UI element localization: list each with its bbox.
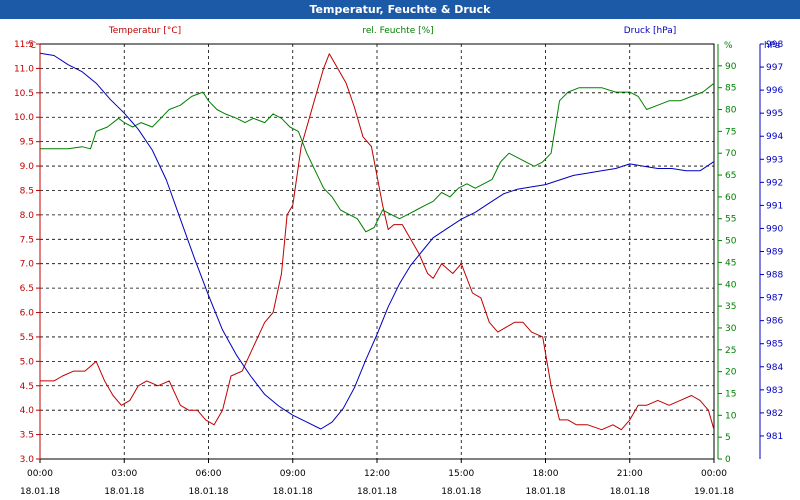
pressure-tick-label: 997 xyxy=(766,63,783,73)
humidity-tick-label: 10 xyxy=(725,411,737,421)
x-tick-time: 18:00 xyxy=(533,469,559,479)
humidity-tick-label: 45 xyxy=(725,258,736,268)
x-tick-date: 18.01.18 xyxy=(441,487,481,497)
humidity-tick-label: 70 xyxy=(725,149,737,159)
x-tick-time: 03:00 xyxy=(111,469,137,479)
tick-labels: 00:00 18.01.18 03:00 18.01.18 06:00 18.01.18 0… xyxy=(14,40,783,497)
pressure-tick-label: 982 xyxy=(766,409,783,419)
x-tick-date: 18.01.18 xyxy=(610,487,650,497)
pressure-tick-label: 987 xyxy=(766,294,783,304)
chart: Temperatur [°C] rel. Feuchte [%] Druck [… xyxy=(14,26,783,497)
humidity-series-line xyxy=(40,82,715,233)
humidity-tick-label: 40 xyxy=(725,280,737,290)
window-title: Temperatur, Feuchte & Druck xyxy=(0,0,800,19)
x-tick-date: 18.01.18 xyxy=(20,487,60,497)
temperature-tick-label: 9.5 xyxy=(20,138,34,148)
humidity-tick-label: 80 xyxy=(725,106,737,116)
pressure-tick-label: 984 xyxy=(766,363,783,373)
temperature-tick-label: 4.0 xyxy=(20,406,35,416)
humidity-tick-label: 55 xyxy=(725,215,736,225)
temperature-tick-label: 7.0 xyxy=(20,260,35,270)
x-tick-time: 00:00 xyxy=(701,469,727,479)
humidity-axis-label: rel. Feuchte [%] xyxy=(362,26,433,36)
x-tick-date: 18.01.18 xyxy=(104,487,144,497)
x-tick-date: 19.01.18 xyxy=(694,487,734,497)
pressure-tick-label: 993 xyxy=(766,155,783,165)
x-tick-time: 12:00 xyxy=(364,469,390,479)
temperature-tick-label: 6.0 xyxy=(20,309,35,319)
temperature-tick-label: 11.0 xyxy=(14,64,34,74)
pressure-series-line xyxy=(39,52,715,430)
x-tick-date: 18.01.18 xyxy=(525,487,565,497)
x-tick-date: 18.01.18 xyxy=(357,487,397,497)
temperature-tick-label: 11.5 xyxy=(14,40,34,50)
humidity-tick-label: 5 xyxy=(725,433,731,443)
temperature-tick-label: 6.5 xyxy=(20,284,34,294)
grid-lines xyxy=(40,44,714,459)
pressure-tick-label: 991 xyxy=(766,201,783,211)
pressure-tick-label: 983 xyxy=(766,386,783,396)
axes xyxy=(39,44,761,459)
pressure-tick-label: 992 xyxy=(766,178,783,188)
temperature-tick-label: 8.0 xyxy=(20,211,35,221)
x-tick-time: 09:00 xyxy=(280,469,306,479)
x-tick-date: 18.01.18 xyxy=(273,487,313,497)
x-tick-time: 21:00 xyxy=(617,469,643,479)
pressure-tick-label: 988 xyxy=(766,271,783,281)
temperature-series-line xyxy=(40,53,715,431)
pressure-unit: hPa xyxy=(764,41,780,51)
temperature-tick-label: 7.5 xyxy=(20,235,34,245)
pressure-tick-label: 994 xyxy=(766,132,783,142)
pressure-axis-label: Druck [hPa] xyxy=(624,26,677,36)
humidity-tick-label: 20 xyxy=(725,368,737,378)
x-tick-time: 06:00 xyxy=(196,469,222,479)
humidity-tick-label: 90 xyxy=(725,62,737,72)
pressure-tick-label: 995 xyxy=(766,109,783,119)
temperature-tick-label: 8.5 xyxy=(20,186,34,196)
humidity-tick-label: 75 xyxy=(725,127,736,137)
x-tick-time: 00:00 xyxy=(27,469,53,479)
pressure-tick-label: 985 xyxy=(766,340,783,350)
humidity-tick-label: 30 xyxy=(725,324,737,334)
temperature-tick-label: 10.5 xyxy=(14,89,34,99)
pressure-tick-label: 996 xyxy=(766,86,783,96)
temperature-tick-label: 5.5 xyxy=(20,333,34,343)
humidity-tick-label: 60 xyxy=(725,193,737,203)
temperature-tick-label: 3.5 xyxy=(20,431,34,441)
x-tick-time: 15:00 xyxy=(448,469,474,479)
temperature-tick-label: 5.0 xyxy=(20,357,35,367)
temperature-tick-label: 3.0 xyxy=(20,455,35,465)
humidity-tick-label: 50 xyxy=(725,237,737,247)
humidity-unit: % xyxy=(724,41,733,51)
temperature-tick-label: 10.0 xyxy=(14,113,34,123)
temperature-unit: °C xyxy=(25,41,36,51)
humidity-tick-label: 35 xyxy=(725,302,736,312)
humidity-tick-label: 85 xyxy=(725,84,736,94)
temperature-tick-label: 4.5 xyxy=(20,382,34,392)
humidity-tick-label: 0 xyxy=(725,455,731,465)
x-tick-date: 18.01.18 xyxy=(188,487,228,497)
temperature-axis-label: Temperatur [°C] xyxy=(108,26,181,36)
humidity-tick-label: 15 xyxy=(725,389,736,399)
temperature-tick-label: 9.0 xyxy=(20,162,35,172)
pressure-tick-label: 981 xyxy=(766,432,783,442)
pressure-tick-label: 990 xyxy=(766,224,783,234)
humidity-tick-label: 65 xyxy=(725,171,736,181)
pressure-tick-label: 998 xyxy=(766,40,783,50)
pressure-tick-label: 986 xyxy=(766,317,783,327)
series-lines xyxy=(39,52,715,431)
pressure-tick-label: 989 xyxy=(766,248,783,258)
humidity-tick-label: 25 xyxy=(725,346,736,356)
